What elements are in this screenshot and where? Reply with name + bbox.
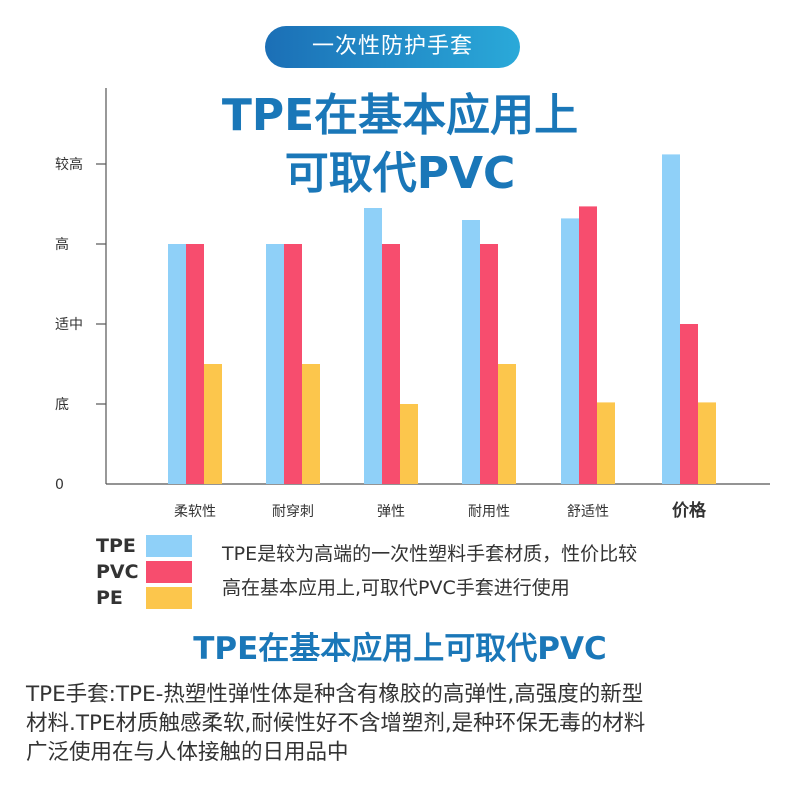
chart-bars	[168, 154, 716, 484]
x-tick-label: 弹性	[377, 504, 405, 520]
bar-tpe-5	[662, 154, 680, 484]
bar-pe-3	[498, 364, 516, 484]
bar-tpe-3	[462, 220, 480, 484]
paragraph-line-1: TPE手套:TPE-热塑性弹性体是种含有橡胶的高弹性,高强度的新型	[26, 682, 644, 707]
description-paragraph: TPE手套:TPE-热塑性弹性体是种含有橡胶的高弹性,高强度的新型 材料.TPE…	[26, 680, 786, 767]
category-banner: 一次性防护手套	[265, 26, 520, 68]
bar-pvc-4	[579, 206, 597, 484]
bar-pe-2	[400, 404, 418, 484]
y-tick-label: 较高	[55, 156, 83, 173]
y-tick-label: 适中	[55, 317, 83, 333]
legend-note-line-2: 高在基本应用上,可取代PVC手套进行使用	[222, 577, 570, 599]
bar-pvc-3	[480, 244, 498, 484]
legend-label: PE	[96, 587, 123, 609]
y-axis-ticks: 0 底 适中 高 较高	[55, 156, 106, 493]
bar-tpe-0	[168, 244, 186, 484]
x-tick-label: 价格	[672, 500, 707, 521]
bar-tpe-1	[266, 244, 284, 484]
bar-pe-1	[302, 364, 320, 484]
x-axis-labels: 柔软性 耐穿刺 弹性 耐用性 舒适性 价格	[174, 500, 707, 521]
bar-tpe-2	[364, 208, 382, 484]
paragraph-line-2: 材料.TPE材质触感柔软,耐候性好不含增塑剂,是种环保无毒的材料	[26, 711, 646, 736]
y-tick-label: 高	[55, 236, 69, 253]
headline-line-1: TPE在基本应用上	[221, 90, 579, 141]
bar-pvc-0	[186, 244, 204, 484]
legend-swatch	[146, 535, 192, 557]
headline-line-2: 可取代PVC	[284, 148, 516, 199]
bar-pe-4	[597, 402, 615, 484]
bar-pvc-2	[382, 244, 400, 484]
legend-swatch	[146, 561, 192, 583]
y-tick-label: 0	[55, 477, 64, 493]
y-tick-label: 底	[55, 397, 69, 413]
paragraph-line-3: 广泛使用在与人体接触的日用品中	[26, 740, 349, 765]
subheading: TPE在基本应用上可取代PVC	[193, 631, 607, 667]
legend-label: PVC	[96, 561, 139, 583]
legend-note-line-1: TPE是较为高端的一次性塑料手套材质，性价比较	[222, 543, 638, 565]
x-tick-label: 柔软性	[174, 504, 216, 520]
legend-label: TPE	[96, 535, 136, 557]
x-tick-label: 耐用性	[468, 504, 510, 520]
bar-pe-5	[698, 402, 716, 484]
bar-pvc-1	[284, 244, 302, 484]
bar-pe-0	[204, 364, 222, 484]
bar-tpe-4	[561, 218, 579, 484]
legend-swatch	[146, 587, 192, 609]
x-tick-label: 舒适性	[567, 504, 609, 520]
bar-pvc-5	[680, 324, 698, 484]
x-tick-label: 耐穿刺	[272, 504, 314, 520]
